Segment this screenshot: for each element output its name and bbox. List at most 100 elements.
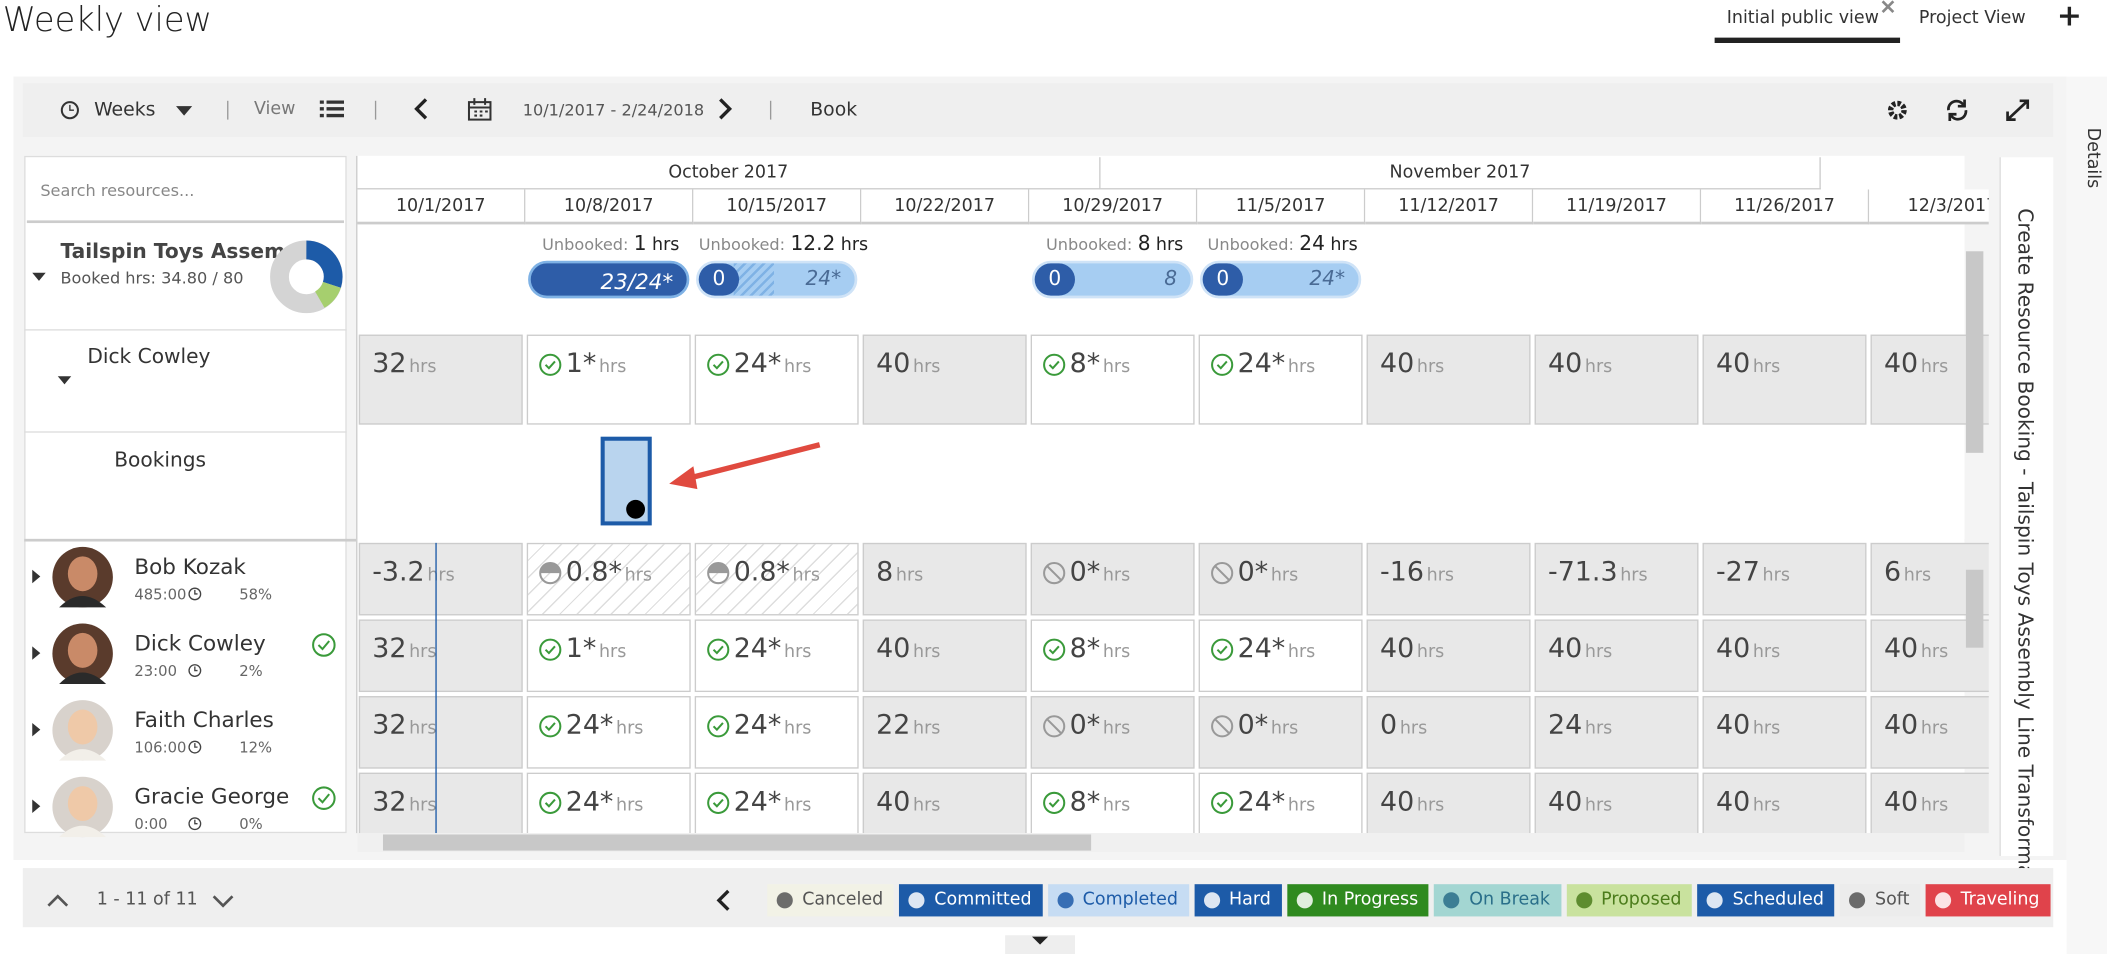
capacity-cell[interactable]: 32 hrs — [358, 772, 523, 834]
capacity-cell[interactable]: 1* hrs — [526, 334, 691, 425]
requirement-name: Tailspin Toys Assem... — [60, 239, 309, 264]
capacity-cell[interactable]: 40 hrs — [1870, 772, 1989, 834]
details-tab[interactable]: Details — [2082, 127, 2103, 189]
refresh-icon — [1947, 99, 1968, 121]
capacity-cell[interactable]: 40 hrs — [862, 772, 1027, 834]
unit: hrs — [792, 565, 820, 586]
capacity-cell[interactable]: 24* hrs — [1198, 619, 1363, 693]
check-icon — [1043, 638, 1066, 661]
unbooked-pill[interactable]: 0 24* — [1199, 260, 1362, 299]
capacity-cell[interactable]: -71.3 hrs — [1534, 542, 1699, 616]
capacity-cell[interactable]: 40 hrs — [1702, 772, 1867, 834]
unit: hrs — [913, 718, 941, 740]
capacity-cell[interactable]: 1* hrs — [526, 619, 691, 693]
legend-item: Hard — [1194, 884, 1282, 917]
period-dropdown[interactable]: Weeks — [94, 99, 156, 121]
month-header: November 2017 — [1100, 157, 1821, 190]
cell-value: 40 — [876, 346, 911, 379]
capacity-cell[interactable]: 24 hrs — [1534, 696, 1699, 769]
cell-text: 40 hrs — [1884, 785, 1948, 817]
book-button[interactable]: Book — [810, 99, 858, 121]
avatar — [52, 700, 113, 761]
hatched-fill — [733, 263, 774, 296]
capacity-cell[interactable]: 40 hrs — [1534, 334, 1699, 425]
capacity-cell[interactable]: -3.2 hrs — [358, 542, 523, 616]
capacity-cell[interactable]: 40 hrs — [862, 619, 1027, 693]
check-icon — [707, 353, 730, 376]
capacity-cell[interactable]: 24* hrs — [694, 619, 859, 693]
capacity-cell[interactable]: 8 hrs — [862, 542, 1027, 616]
capacity-cell[interactable]: 40 hrs — [1702, 334, 1867, 425]
cell-value: 40 — [1380, 346, 1415, 379]
cell-text: 32 hrs — [372, 785, 436, 817]
capacity-cell[interactable]: 0* hrs — [1030, 542, 1195, 616]
capacity-cell[interactable]: 40 hrs — [1534, 619, 1699, 693]
capacity-cell[interactable]: 24* hrs — [694, 772, 859, 834]
capacity-cell[interactable]: -27 hrs — [1702, 542, 1867, 616]
week-header: 11/12/2017 — [1365, 189, 1534, 225]
capacity-cell[interactable]: 24* hrs — [694, 334, 859, 425]
calendar-icon — [467, 98, 492, 121]
capacity-cell[interactable]: 0 hrs — [1366, 696, 1531, 769]
capacity-cell[interactable]: 0.8* hrs — [694, 542, 859, 616]
legend-icon — [776, 892, 793, 909]
cell-value: 40 — [1883, 346, 1919, 379]
capacity-cell[interactable]: 0* hrs — [1198, 696, 1363, 769]
cell-value: 32 — [372, 708, 407, 741]
unbooked-label: Unbooked: — [542, 235, 629, 254]
capacity-cell[interactable]: 22 hrs — [862, 696, 1027, 769]
side-panel-title[interactable]: Create Resource Booking - Tailspin Toys … — [2012, 208, 2038, 897]
list-icon — [319, 100, 344, 118]
capacity-cell[interactable]: 40 hrs — [1366, 619, 1531, 693]
capacity-cell[interactable]: 40 hrs — [1702, 696, 1867, 769]
cell-value: 0* — [1237, 554, 1269, 588]
unbooked-pill[interactable]: 0 24* — [696, 260, 858, 299]
capacity-cell[interactable]: 24* hrs — [694, 696, 859, 769]
capacity-cell[interactable]: 32 hrs — [358, 619, 523, 693]
cell-text: 0.8* hrs — [734, 555, 820, 587]
unit: hrs — [1584, 795, 1613, 816]
unbooked-amount: 24 — [1299, 231, 1325, 256]
capacity-cell[interactable]: 40 hrs — [862, 334, 1027, 425]
capacity-cell[interactable]: 32 hrs — [358, 334, 523, 425]
capacity-cell[interactable]: 24* hrs — [1198, 772, 1363, 834]
capacity-cell[interactable]: 0* hrs — [1198, 542, 1363, 616]
capacity-cell[interactable]: 8* hrs — [1030, 619, 1195, 693]
cell-text: -27 hrs — [1716, 555, 1790, 587]
capacity-cell[interactable]: 24* hrs — [526, 772, 691, 834]
cell-value: 8* — [1069, 784, 1101, 817]
tab[interactable]: Initial public view — [1726, 8, 1879, 29]
tab[interactable]: Project View — [1918, 8, 2026, 29]
check-icon — [707, 791, 730, 814]
capacity-cell[interactable]: 32 hrs — [358, 696, 523, 769]
search-box[interactable]: Search resources... — [26, 159, 344, 224]
callout-arrow — [669, 442, 821, 490]
check-icon — [539, 353, 562, 376]
capacity-cell[interactable]: -16 hrs — [1366, 542, 1531, 616]
unit: hrs — [784, 718, 812, 740]
unit: hrs — [1920, 795, 1949, 816]
cell-text: 8* hrs — [1070, 347, 1131, 379]
cell-value: 24* — [1237, 346, 1286, 379]
cell-text: 40 hrs — [1380, 632, 1444, 664]
capacity-cell[interactable]: 40 hrs — [1534, 772, 1699, 834]
cell-text: 0.8* hrs — [566, 555, 652, 587]
capacity-cell[interactable]: 24* hrs — [526, 696, 691, 769]
unbooked-pill[interactable]: 23/24* — [528, 260, 690, 299]
cell-value: 40 — [1883, 708, 1919, 741]
capacity-cell[interactable]: 40 hrs — [1702, 619, 1867, 693]
capacity-cell[interactable]: 24* hrs — [1198, 334, 1363, 425]
legend-icon — [1203, 892, 1220, 909]
capacity-cell[interactable]: 0* hrs — [1030, 696, 1195, 769]
capacity-cell[interactable]: 0.8* hrs — [526, 542, 691, 616]
capacity-cell[interactable]: 40 hrs — [1366, 334, 1531, 425]
capacity-cell[interactable]: 40 hrs — [1366, 772, 1531, 834]
capacity-cell[interactable]: 8* hrs — [1030, 334, 1195, 425]
cell-value: 40 — [1715, 346, 1751, 379]
capacity-cell[interactable]: 40 hrs — [1870, 696, 1989, 769]
cell-value: 40 — [876, 631, 911, 664]
requirement-donut — [270, 240, 343, 314]
capacity-cell[interactable]: 8* hrs — [1030, 772, 1195, 834]
avatar — [52, 623, 113, 684]
